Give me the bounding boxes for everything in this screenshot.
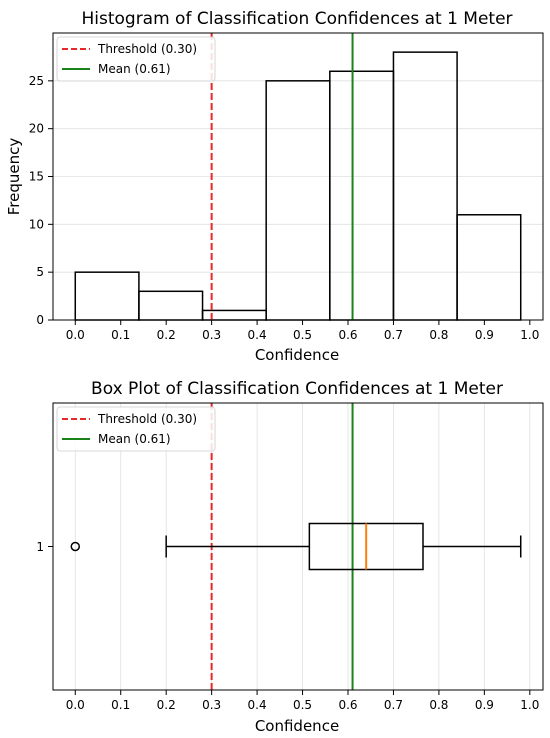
histogram-bar [392, 51, 458, 321]
histogram-x-tick-label: 0.8 [429, 328, 448, 342]
histogram-legend: Threshold (0.30) Mean (0.61) [56, 36, 216, 82]
boxplot-x-tick-label: 0.1 [111, 698, 130, 712]
histogram-x-tick-label: 0.1 [111, 328, 130, 342]
boxplot-x-tick-label: 0.5 [293, 698, 312, 712]
boxplot-x-tick-label: 0.4 [248, 698, 267, 712]
boxplot-x-tick-label: 0.2 [157, 698, 176, 712]
boxplot-x-tick-label: 0.7 [384, 698, 403, 712]
legend-box [56, 36, 216, 82]
outlier-point [70, 541, 81, 552]
histogram-x-tick-label: 0.6 [338, 328, 357, 342]
histogram-y-ticks: 0 5 10 15 20 25 [29, 74, 53, 327]
histogram-x-tick-label: 0.9 [475, 328, 494, 342]
boxplot-marks [70, 522, 522, 571]
legend-mean-label: Mean (0.61) [98, 62, 171, 76]
boxplot-x-tick-label: 0.9 [475, 698, 494, 712]
histogram-bar [329, 70, 395, 321]
histogram-y-tick-label: 10 [29, 217, 44, 231]
boxplot-x-tick-label: 0.8 [429, 698, 448, 712]
histogram-x-tick-label: 0.2 [157, 328, 176, 342]
histogram-x-tick-label: 1.0 [520, 328, 539, 342]
histogram-x-tick-label: 0.0 [66, 328, 85, 342]
histogram-bars [74, 51, 522, 321]
legend-threshold-label: Threshold (0.30) [97, 42, 197, 56]
histogram-y-axis-label: Frequency [5, 138, 23, 216]
boxplot-x-tick-label: 0.3 [202, 698, 221, 712]
histogram-y-tick-label: 15 [29, 170, 44, 184]
boxplot-x-tick-label: 0.6 [338, 698, 357, 712]
histogram-x-axis-label: Confidence [255, 346, 339, 364]
boxplot-x-ticks: 0.0 0.1 0.2 0.3 0.4 0.5 0.6 0.7 0.8 0.9 1.0 [66, 690, 539, 712]
legend-threshold-label: Threshold (0.30) [97, 412, 197, 426]
histogram-bar [456, 214, 522, 321]
boxplot-y-tick-label: 1 [36, 540, 44, 554]
histogram-y-tick-label: 5 [36, 265, 44, 279]
histogram-y-tick-label: 0 [36, 313, 44, 327]
boxplot-legend: Threshold (0.30) Mean (0.61) [56, 406, 216, 452]
histogram-grid [53, 80, 543, 273]
histogram-bar [74, 271, 140, 321]
histogram-reference-lines [210, 33, 354, 320]
histogram-bar [138, 290, 204, 321]
boxplot-x-tick-label: 0.0 [66, 698, 85, 712]
histogram-x-tick-label: 0.7 [384, 328, 403, 342]
boxplot-x-tick-label: 1.0 [520, 698, 539, 712]
histogram-panel: Histogram of Classification Confidences … [5, 9, 544, 364]
histogram-x-ticks: 0.0 0.1 0.2 0.3 0.4 0.5 0.6 0.7 0.8 0.9 1.0 [66, 320, 539, 342]
histogram-x-tick-label: 0.3 [202, 328, 221, 342]
boxplot-x-axis-label: Confidence [255, 717, 339, 735]
histogram-y-tick-label: 20 [29, 122, 44, 136]
histogram-x-tick-label: 0.5 [293, 328, 312, 342]
boxplot-panel: Box Plot of Classification Confidences a… [36, 379, 544, 735]
legend-mean-label: Mean (0.61) [98, 432, 171, 446]
boxplot-title: Box Plot of Classification Confidences a… [91, 379, 503, 399]
histogram-y-tick-label: 25 [29, 74, 44, 88]
histogram-title: Histogram of Classification Confidences … [81, 9, 512, 29]
legend-box [56, 406, 216, 452]
histogram-x-tick-label: 0.4 [248, 328, 267, 342]
histogram-bar [265, 80, 331, 321]
